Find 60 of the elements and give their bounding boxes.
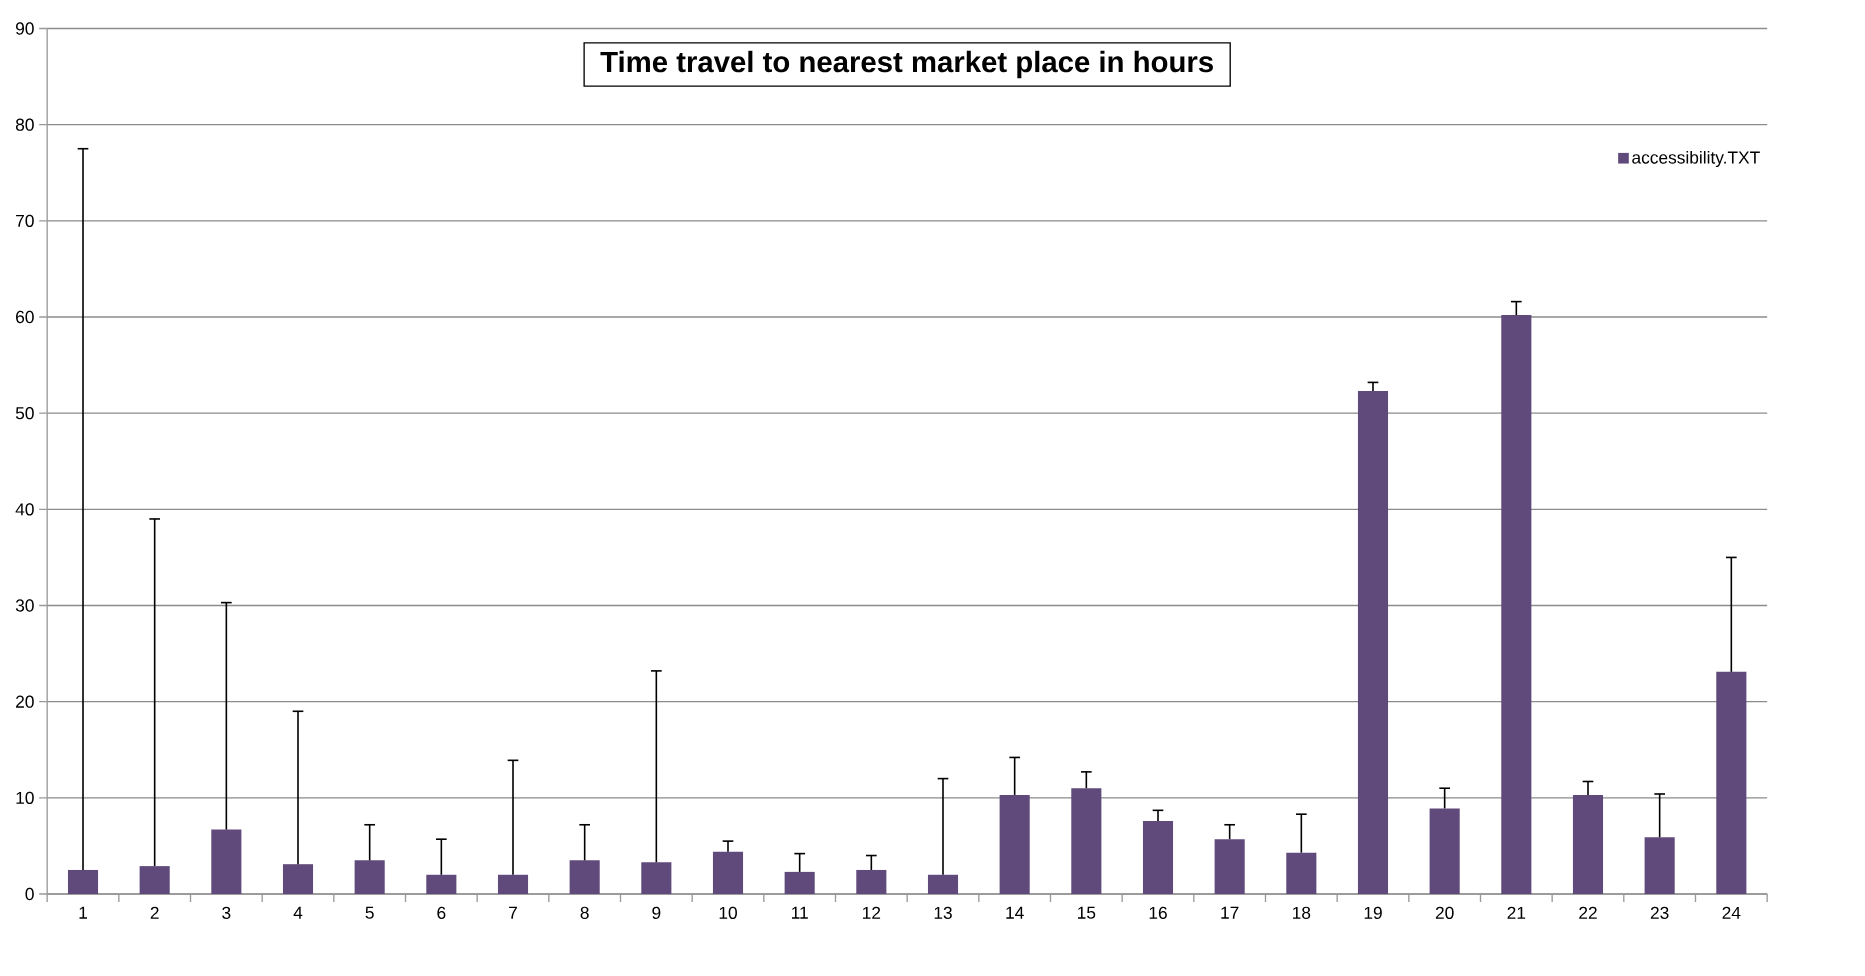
bar	[497, 874, 529, 894]
y-tick-label: 80	[15, 118, 34, 131]
x-tick-label: 21	[1507, 906, 1526, 919]
x-tick-label: 5	[365, 906, 374, 919]
bar	[1071, 788, 1102, 894]
bar	[927, 874, 959, 894]
bar	[1644, 837, 1675, 894]
bar	[641, 862, 672, 894]
y-tick-label: 30	[15, 599, 34, 612]
bar	[282, 864, 314, 894]
bar	[426, 874, 457, 894]
y-tick-label: 90	[16, 22, 34, 35]
x-tick-label: 17	[1221, 906, 1239, 919]
bar	[1572, 794, 1604, 894]
x-tick-label: 20	[1435, 906, 1454, 919]
x-tick-label: 8	[580, 906, 589, 919]
x-tick-label: 10	[719, 906, 737, 919]
legend-label: accessibility.TXT	[1632, 150, 1760, 168]
x-tick-label: 16	[1149, 906, 1167, 919]
bar	[1429, 808, 1460, 894]
bar	[1214, 839, 1245, 894]
x-tick-label: 18	[1293, 906, 1311, 919]
x-tick-label: 1	[79, 906, 87, 919]
y-tick-label: 70	[16, 214, 34, 227]
bar	[856, 869, 887, 894]
x-tick-label: 24	[1722, 906, 1741, 919]
bar	[354, 860, 385, 894]
x-tick-label: 13	[934, 906, 952, 919]
bar	[712, 851, 744, 894]
y-tick-label: 40	[15, 503, 34, 516]
x-tick-label: 4	[293, 906, 303, 919]
x-tick-label: 3	[222, 906, 231, 919]
bar	[1142, 820, 1174, 894]
bar	[999, 794, 1030, 894]
x-tick-label: 22	[1579, 906, 1597, 919]
x-tick-label: 11	[791, 906, 808, 919]
bar	[139, 866, 170, 894]
y-tick-label: 10	[16, 791, 34, 804]
x-tick-label: 2	[150, 906, 159, 919]
bar	[1286, 852, 1317, 894]
y-tick-label: 60	[16, 310, 34, 324]
x-tick-label: 15	[1078, 906, 1096, 919]
x-tick-label: 14	[1006, 906, 1024, 919]
y-tick-label: 0	[25, 887, 34, 901]
bar	[1716, 671, 1747, 894]
bar	[784, 871, 815, 894]
bar	[569, 860, 600, 894]
bar	[67, 869, 99, 894]
x-tick-label: 23	[1650, 906, 1669, 919]
x-tick-label: 7	[509, 906, 517, 919]
bar	[211, 829, 242, 894]
x-tick-label: 6	[437, 906, 446, 919]
y-tick-label: 20	[16, 695, 34, 708]
bar	[1501, 315, 1532, 894]
text: Time travel to nearest market place in hours	[600, 50, 1213, 79]
y-tick-label: 50	[15, 407, 34, 420]
x-tick-label: 19	[1364, 906, 1382, 919]
x-tick-label: 9	[652, 906, 661, 919]
x-tick-label: 12	[863, 906, 881, 919]
bar	[1357, 391, 1389, 894]
